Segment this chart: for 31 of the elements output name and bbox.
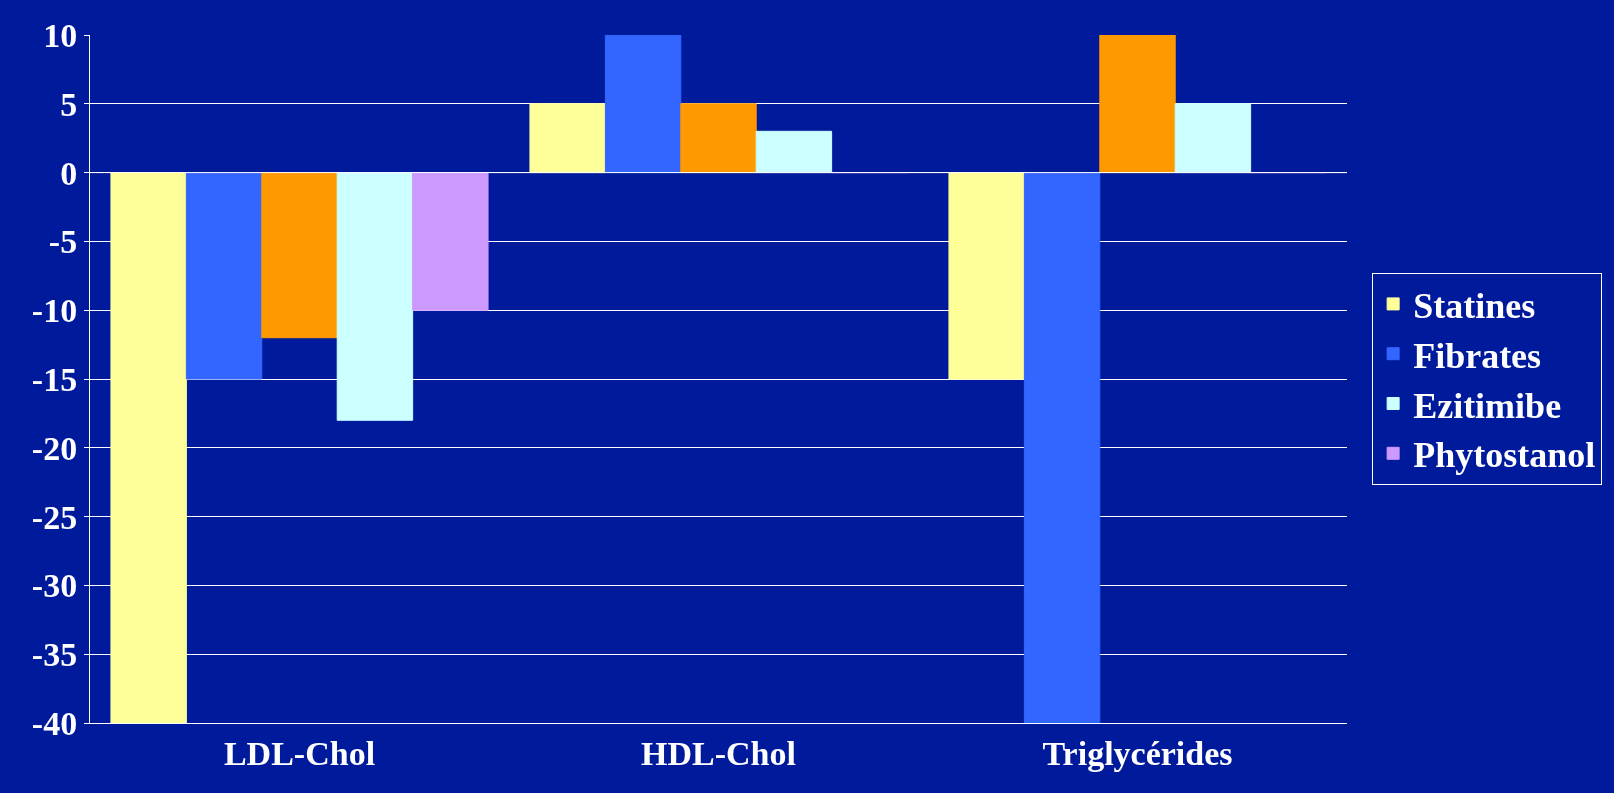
bar <box>261 172 338 339</box>
legend-label: Phytostanol <box>1413 435 1596 476</box>
bar <box>185 172 263 380</box>
bar <box>1023 172 1101 723</box>
bar <box>604 35 682 174</box>
y-tick-label: 10 <box>43 16 78 54</box>
y-tick-label: -5 <box>48 223 78 261</box>
y-tick-label: -20 <box>31 429 78 467</box>
legend-label: Ezitimibe <box>1413 385 1562 426</box>
bar <box>412 172 489 311</box>
x-tick-label: Triglycérides <box>1042 734 1233 772</box>
bar <box>110 172 187 723</box>
y-tick-label: -35 <box>31 636 78 674</box>
bar <box>755 130 833 174</box>
y-tick-label: -40 <box>31 704 78 742</box>
bar <box>336 172 414 421</box>
bar <box>680 103 757 174</box>
bar <box>1099 35 1176 174</box>
y-tick-label: 5 <box>60 85 78 123</box>
bar <box>948 172 1025 380</box>
bar <box>529 103 606 174</box>
bar <box>1174 103 1252 174</box>
y-tick-label: -30 <box>31 567 78 605</box>
x-tick-label: LDL-Chol <box>223 734 376 772</box>
y-tick-label: 0 <box>60 154 78 192</box>
y-tick-label: -25 <box>31 498 78 536</box>
y-tick-label: -10 <box>31 292 78 330</box>
legend-label: Statines <box>1413 285 1536 326</box>
x-tick-label: HDL-Chol <box>641 734 796 772</box>
y-tick-label: -15 <box>31 360 78 398</box>
legend-label: Fibrates <box>1413 335 1542 376</box>
